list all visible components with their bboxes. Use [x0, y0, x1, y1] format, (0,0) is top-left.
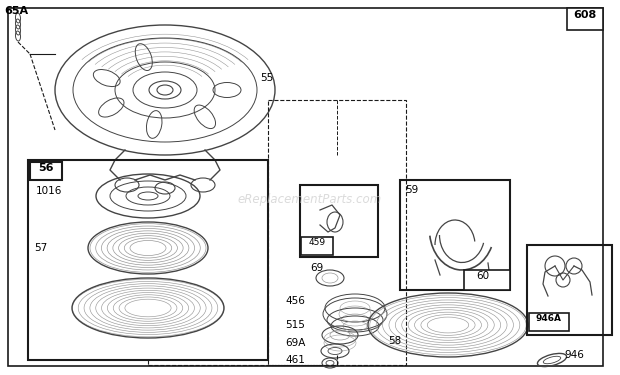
Bar: [529, 313, 569, 331]
Text: 65A: 65A: [4, 6, 28, 16]
Text: 69A: 69A: [285, 338, 306, 348]
Text: 608: 608: [574, 10, 596, 20]
Text: 56: 56: [38, 163, 54, 173]
Text: 1016: 1016: [36, 186, 63, 196]
Bar: [464, 270, 510, 290]
Text: 946: 946: [564, 350, 584, 360]
Bar: [301, 237, 333, 255]
Text: 456: 456: [285, 296, 305, 306]
Bar: [28, 160, 268, 360]
Bar: [30, 162, 62, 180]
Text: 55: 55: [260, 73, 273, 83]
Bar: [300, 185, 378, 257]
Text: 946A: 946A: [536, 314, 562, 323]
Text: 461: 461: [285, 355, 305, 365]
Text: 515: 515: [285, 320, 305, 330]
Text: 459: 459: [308, 238, 326, 247]
Bar: [400, 180, 510, 290]
Text: eReplacementParts.com: eReplacementParts.com: [238, 194, 382, 207]
Bar: [268, 100, 406, 365]
Text: 59: 59: [405, 185, 418, 195]
Bar: [567, 8, 603, 30]
Text: 58: 58: [388, 336, 401, 346]
Text: 60: 60: [476, 271, 489, 281]
Text: 57: 57: [34, 243, 47, 253]
Text: 69: 69: [310, 263, 323, 273]
Bar: [527, 245, 612, 335]
